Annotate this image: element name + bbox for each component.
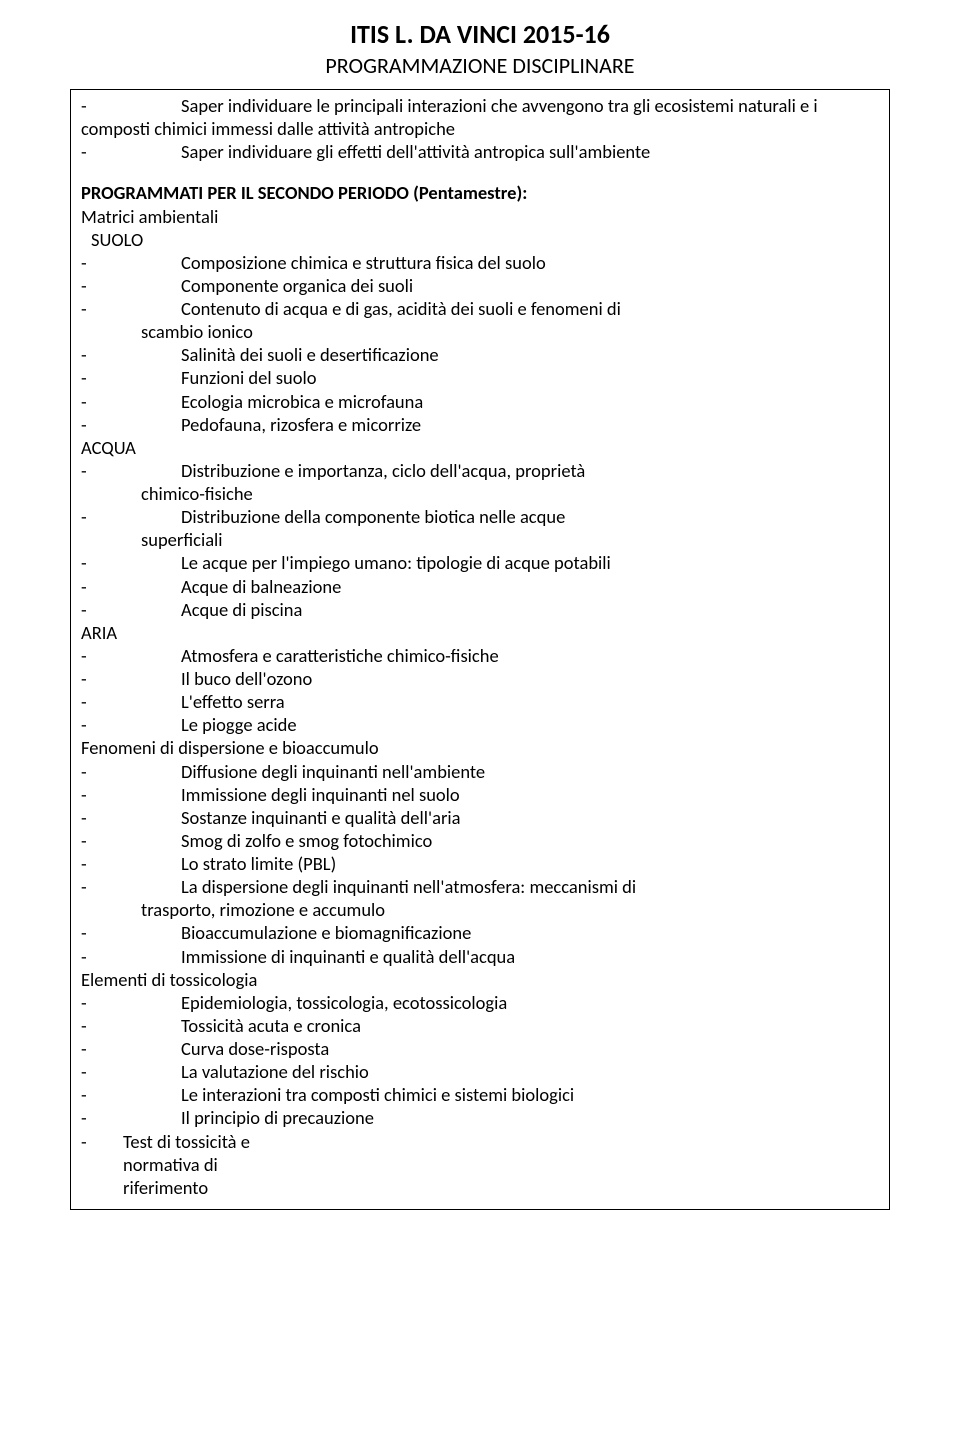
page-title: ITIS L. DA VINCI 2015-16 <box>70 18 890 50</box>
list-item: Acque di balneazione <box>81 575 879 598</box>
text: Epidemiologia, tossicologia, ecotossicol… <box>181 991 507 1014</box>
section-heading-matrici: Matrici ambientali <box>81 205 879 228</box>
wrap-line: composti chimici immessi dalle attività … <box>81 117 879 140</box>
text: Salinità dei suoli e desertificazione <box>181 343 439 366</box>
intro-list: Saper individuare gli effetti dell'attiv… <box>81 140 879 163</box>
list-item: Bioaccumulazione e biomagnificazione <box>81 921 879 944</box>
text: Tossicità acuta e cronica <box>181 1014 361 1037</box>
text: Ecologia microbica e microfauna <box>181 390 423 413</box>
text: Immissione di inquinanti e qualità dell'… <box>181 945 515 968</box>
list-item: La valutazione del rischio <box>81 1060 879 1083</box>
list-item: Immissione di inquinanti e qualità dell'… <box>81 945 879 968</box>
list-item: Immissione degli inquinanti nel suolo <box>81 783 879 806</box>
text: Smog di zolfo e smog fotochimico <box>181 829 432 852</box>
tossicologia-list: Epidemiologia, tossicologia, ecotossicol… <box>81 991 879 1130</box>
text: Diffusione degli inquinanti nell'ambient… <box>181 760 485 783</box>
suolo-list: Salinità dei suoli e desertificazione Fu… <box>81 343 879 436</box>
text: Contenuto di acqua e di gas, acidità dei… <box>181 297 621 320</box>
aria-list: Atmosfera e caratteristiche chimico-fisi… <box>81 644 879 737</box>
content-box: Saper individuare le principali interazi… <box>70 89 890 1210</box>
text: Lo strato limite (PBL) <box>181 852 336 875</box>
text: Saper individuare gli effetti dell'attiv… <box>181 140 650 163</box>
wrap-line: superficiali <box>81 528 879 551</box>
list-item: Acque di piscina <box>81 598 879 621</box>
list-item: Pedofauna, rizosfera e micorrize <box>81 413 879 436</box>
list-item: Saper individuare le principali interazi… <box>81 94 879 117</box>
list-item: Distribuzione della componente biotica n… <box>81 505 879 528</box>
list-item: Composizione chimica e struttura fisica … <box>81 251 879 274</box>
list-item: Le acque per l'impiego umano: tipologie … <box>81 551 879 574</box>
list-item: Il buco dell'ozono <box>81 667 879 690</box>
list-item: Atmosfera e caratteristiche chimico-fisi… <box>81 644 879 667</box>
text: Acque di piscina <box>181 598 302 621</box>
text: Immissione degli inquinanti nel suolo <box>181 783 460 806</box>
text: Componente organica dei suoli <box>181 274 413 297</box>
text: Le interazioni tra composti chimici e si… <box>181 1083 574 1106</box>
acqua-list: Distribuzione e importanza, ciclo dell'a… <box>81 459 879 482</box>
list-item: L'effetto serra <box>81 690 879 713</box>
list-item: Diffusione degli inquinanti nell'ambient… <box>81 760 879 783</box>
wrap-line: trasporto, rimozione e accumulo <box>81 898 879 921</box>
wrap-line: scambio ionico <box>81 320 879 343</box>
text: Le acque per l'impiego umano: tipologie … <box>181 551 611 574</box>
list-item: La dispersione degli inquinanti nell'atm… <box>81 875 879 898</box>
text: Saper individuare le principali interazi… <box>181 94 818 117</box>
period-heading: PROGRAMMATI PER IL SECONDO PERIODO (Pent… <box>81 181 879 204</box>
list-item: Le piogge acide <box>81 713 879 736</box>
fenomeni-list: Diffusione degli inquinanti nell'ambient… <box>81 760 879 899</box>
section-heading-suolo: SUOLO <box>81 228 879 251</box>
text: Bioaccumulazione e biomagnificazione <box>181 921 471 944</box>
document-content: Saper individuare le principali interazi… <box>81 94 879 1199</box>
list-item: Il principio di precauzione <box>81 1106 879 1129</box>
text: Il principio di precauzione <box>181 1106 374 1129</box>
section-heading-fenomeni: Fenomeni di dispersione e bioaccumulo <box>81 736 879 759</box>
wrap-line: chimico-fisiche <box>81 482 879 505</box>
wrap-line: normativa di <box>81 1153 879 1176</box>
list-item: Lo strato limite (PBL) <box>81 852 879 875</box>
text: Pedofauna, rizosfera e micorrize <box>181 413 421 436</box>
text: Distribuzione della componente biotica n… <box>181 505 565 528</box>
list-item: Tossicità acuta e cronica <box>81 1014 879 1037</box>
fenomeni-list: Bioaccumulazione e biomagnificazione Imm… <box>81 921 879 967</box>
list-item: Ecologia microbica e microfauna <box>81 390 879 413</box>
list-item: Le interazioni tra composti chimici e si… <box>81 1083 879 1106</box>
section-heading-tossicologia: Elementi di tossicologia <box>81 968 879 991</box>
test-list: Test di tossicità e <box>81 1130 879 1153</box>
list-item: Epidemiologia, tossicologia, ecotossicol… <box>81 991 879 1014</box>
list-item: Salinità dei suoli e desertificazione <box>81 343 879 366</box>
section-heading-acqua: ACQUA <box>81 436 879 459</box>
list-item: Smog di zolfo e smog fotochimico <box>81 829 879 852</box>
list-item: Funzioni del suolo <box>81 366 879 389</box>
text: Test di tossicità e <box>123 1130 250 1153</box>
acqua-list: Le acque per l'impiego umano: tipologie … <box>81 551 879 620</box>
suolo-list: Composizione chimica e struttura fisica … <box>81 251 879 320</box>
text: La dispersione degli inquinanti nell'atm… <box>181 875 636 898</box>
text: Atmosfera e caratteristiche chimico-fisi… <box>181 644 499 667</box>
list-item: Test di tossicità e <box>81 1130 879 1153</box>
text: L'effetto serra <box>181 690 285 713</box>
text: Sostanze inquinanti e qualità dell'aria <box>181 806 461 829</box>
intro-list: Saper individuare le principali interazi… <box>81 94 879 117</box>
text: Le piogge acide <box>181 713 297 736</box>
text: Funzioni del suolo <box>181 366 316 389</box>
list-item: Contenuto di acqua e di gas, acidità dei… <box>81 297 879 320</box>
text: Composizione chimica e struttura fisica … <box>181 251 546 274</box>
text: Curva dose-risposta <box>181 1037 329 1060</box>
list-item: Sostanze inquinanti e qualità dell'aria <box>81 806 879 829</box>
list-item: Curva dose-risposta <box>81 1037 879 1060</box>
text: Il buco dell'ozono <box>181 667 312 690</box>
text: Distribuzione e importanza, ciclo dell'a… <box>181 459 585 482</box>
acqua-list: Distribuzione della componente biotica n… <box>81 505 879 528</box>
wrap-line: riferimento <box>81 1176 879 1199</box>
page-subtitle: PROGRAMMAZIONE DISCIPLINARE <box>70 52 890 79</box>
section-heading-aria: ARIA <box>81 621 879 644</box>
list-item: Distribuzione e importanza, ciclo dell'a… <box>81 459 879 482</box>
text: La valutazione del rischio <box>181 1060 369 1083</box>
text: Acque di balneazione <box>181 575 341 598</box>
list-item: Saper individuare gli effetti dell'attiv… <box>81 140 879 163</box>
list-item: Componente organica dei suoli <box>81 274 879 297</box>
